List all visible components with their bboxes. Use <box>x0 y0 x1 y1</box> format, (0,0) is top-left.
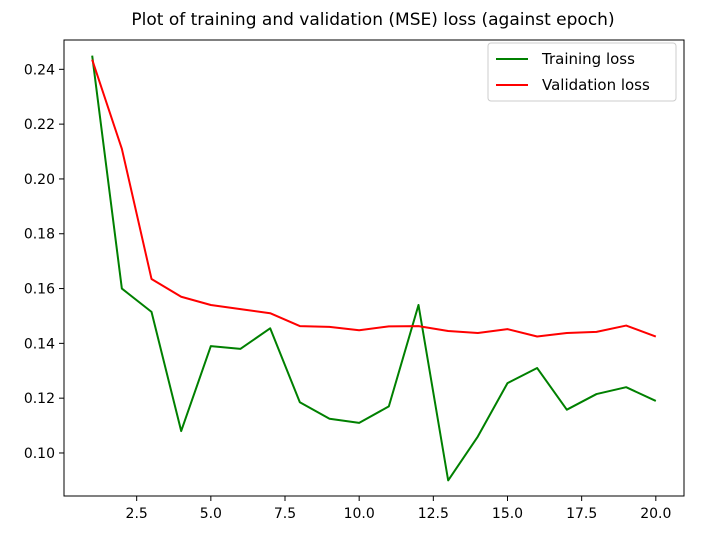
legend-label: Training loss <box>541 50 635 68</box>
plot-frame <box>63 39 685 497</box>
y-axis: 0.10 0.12 0.14 0.16 0.18 0.20 0.22 0.24 <box>24 62 64 462</box>
x-tick-label: 2.5 <box>126 506 148 522</box>
x-tick-label: 20.0 <box>640 506 671 522</box>
x-tick-label: 12.5 <box>418 506 449 522</box>
legend-box <box>487 42 677 102</box>
x-axis: 2.5 5.0 7.5 10.0 12.5 15.0 17.5 20.0 <box>126 496 671 522</box>
y-tick-label: 0.14 <box>24 336 55 352</box>
y-tick-label: 0.22 <box>24 117 55 133</box>
x-tick-label: 17.5 <box>566 506 597 522</box>
y-tick-label: 0.16 <box>24 282 55 298</box>
plot-lines <box>91 55 657 482</box>
x-tick-label: 5.0 <box>200 506 222 522</box>
chart-title: Plot of training and validation (MSE) lo… <box>131 10 614 30</box>
x-tick-label: 15.0 <box>492 506 523 522</box>
y-tick-label: 0.20 <box>24 172 55 188</box>
x-tick-label: 7.5 <box>274 506 296 522</box>
series-line-training <box>91 55 657 482</box>
x-tick-label: 10.0 <box>344 506 375 522</box>
y-tick-label: 0.10 <box>24 446 55 462</box>
series-line-validation <box>91 59 657 338</box>
y-tick-label: 0.12 <box>24 391 55 407</box>
y-tick-label: 0.24 <box>24 62 55 78</box>
legend: Training loss Validation loss <box>487 42 677 102</box>
y-tick-label: 0.18 <box>24 227 55 243</box>
legend-label: Validation loss <box>542 76 650 94</box>
